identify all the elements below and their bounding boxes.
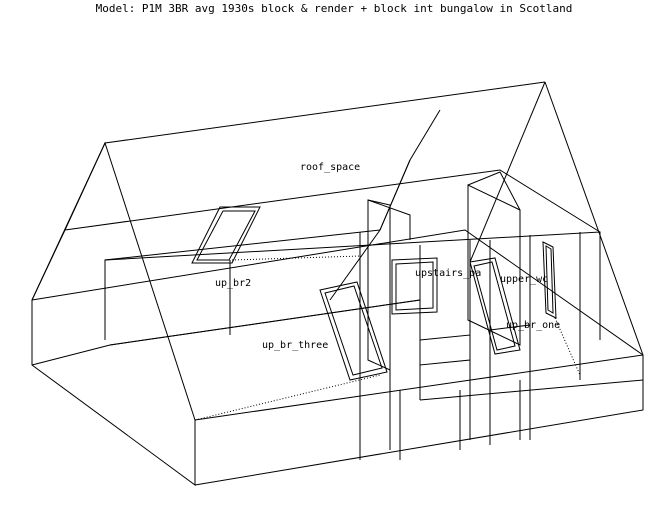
- zone-label-upstairs-passage: upstairs_pa: [415, 268, 482, 279]
- zone-label-up-br-one: up_br_one: [506, 320, 561, 331]
- zone-label-up-br2: up_br2: [215, 278, 252, 289]
- right-gable-edge: [544, 81, 644, 356]
- roof-ridge-line: [104, 81, 546, 144]
- floor-edge-rear: [109, 299, 421, 346]
- left-box: [367, 199, 391, 371]
- window-upstairs-inner: [395, 261, 434, 311]
- zone-label-roof-space: roof_space: [300, 162, 361, 173]
- zone-label-upper-wc: upper_wc: [500, 274, 549, 285]
- right-gable-lower-edge: [469, 81, 546, 263]
- floor-detail-3: [419, 379, 644, 401]
- rear-eave-line: [64, 169, 601, 233]
- skylight-up-br-three-inner: [324, 285, 383, 376]
- skylight-up-br2-inner: [196, 210, 256, 261]
- window-right-wall-inner: [545, 245, 554, 314]
- front-left-wall: [31, 300, 196, 486]
- window-upstairs: [391, 257, 438, 315]
- right-box: [467, 184, 521, 346]
- floor-detail-1: [419, 334, 471, 366]
- model-title: Model: P1M 3BR avg 1930s block & render …: [95, 2, 573, 15]
- zone-label-up-br-three: up_br_three: [262, 340, 329, 351]
- roof-plane-line: [379, 109, 441, 231]
- front-eave-line: [31, 229, 644, 356]
- floor-back-line: [104, 231, 601, 340]
- skylight-upper-wc-outer: [469, 257, 521, 355]
- left-gable-edge: [31, 141, 196, 421]
- right-box-top: [467, 171, 521, 211]
- dotted-line-up-br2: [231, 255, 361, 261]
- skylight-upper-wc-inner: [473, 261, 516, 351]
- skylight-up-br-three-outer: [319, 281, 388, 381]
- floor-plane-front: [194, 354, 644, 421]
- left-rear-gable: [64, 142, 106, 231]
- left-box-top: [367, 199, 411, 240]
- floor-detail-2: [489, 324, 531, 350]
- window-right-wall: [542, 241, 557, 319]
- skylight-up-br2-outer: [191, 206, 261, 264]
- dotted-line-up-br-one: [554, 317, 581, 376]
- front-bottom-edge: [194, 355, 644, 486]
- roof-to-box-line: [329, 159, 411, 301]
- inner-roof-line: [31, 229, 66, 301]
